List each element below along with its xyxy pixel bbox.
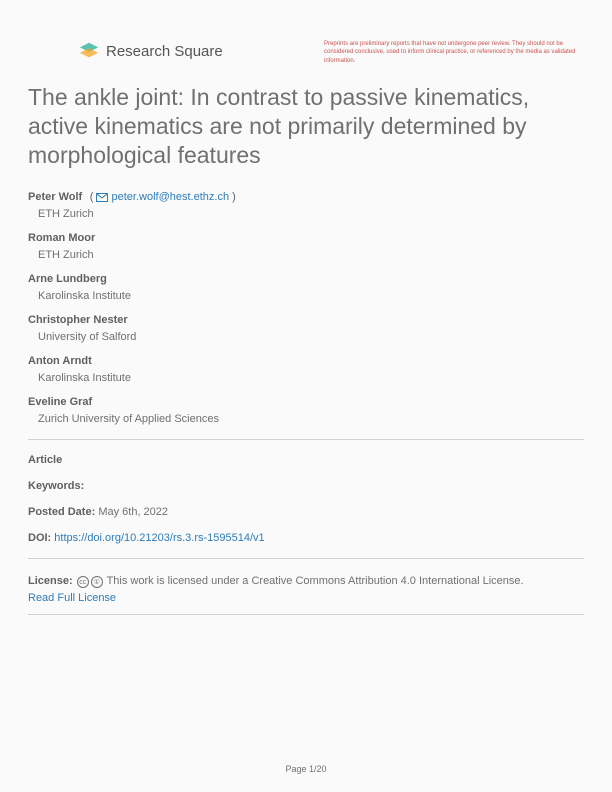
author-block: Eveline Graf Zurich University of Applie… bbox=[28, 392, 584, 425]
email-icon bbox=[96, 193, 108, 202]
research-square-logo-icon bbox=[78, 40, 100, 62]
author-name: Christopher Nester bbox=[28, 314, 128, 326]
author-block: Anton Arndt Karolinska Institute bbox=[28, 351, 584, 384]
cc-icon: cc bbox=[77, 576, 89, 588]
author-affiliation: Karolinska Institute bbox=[38, 290, 584, 302]
author-name: Peter Wolf bbox=[28, 191, 82, 203]
posted-date-value: May 6th, 2022 bbox=[98, 506, 168, 518]
preprint-disclaimer: Preprints are preliminary reports that h… bbox=[324, 40, 584, 65]
page-header: Research Square Preprints are preliminar… bbox=[28, 40, 584, 65]
license-label: License: bbox=[28, 575, 73, 587]
article-type: Article bbox=[28, 454, 584, 466]
author-block: Peter Wolf ( peter.wolf@hest.ethz.ch ) E… bbox=[28, 187, 584, 220]
cc-by-icon: ① bbox=[91, 576, 103, 588]
author-name: Anton Arndt bbox=[28, 355, 92, 367]
author-name: Arne Lundberg bbox=[28, 273, 107, 285]
section-divider bbox=[28, 614, 584, 615]
author-affiliation: Karolinska Institute bbox=[38, 372, 584, 384]
authors-list: Peter Wolf ( peter.wolf@hest.ethz.ch ) E… bbox=[28, 187, 584, 425]
posted-date-row: Posted Date: May 6th, 2022 bbox=[28, 506, 584, 518]
page-number: Page 1/20 bbox=[0, 764, 612, 774]
license-text: This work is licensed under a Creative C… bbox=[107, 575, 524, 587]
license-row: License: cc① This work is licensed under… bbox=[28, 573, 584, 590]
keywords-row: Keywords: bbox=[28, 480, 584, 492]
section-divider bbox=[28, 439, 584, 440]
read-full-license-link[interactable]: Read Full License bbox=[28, 592, 584, 604]
section-divider bbox=[28, 558, 584, 559]
author-name: Roman Moor bbox=[28, 232, 95, 244]
author-affiliation: Zurich University of Applied Sciences bbox=[38, 413, 584, 425]
doi-link[interactable]: https://doi.org/10.21203/rs.3.rs-1595514… bbox=[54, 532, 264, 544]
author-email-wrap: ( peter.wolf@hest.ethz.ch ) bbox=[87, 191, 236, 203]
keywords-label: Keywords: bbox=[28, 480, 84, 492]
author-block: Roman Moor ETH Zurich bbox=[28, 228, 584, 261]
doi-label: DOI: bbox=[28, 532, 51, 544]
author-affiliation: ETH Zurich bbox=[38, 249, 584, 261]
author-affiliation: ETH Zurich bbox=[38, 208, 584, 220]
article-type-label: Article bbox=[28, 454, 62, 466]
author-email-link[interactable]: peter.wolf@hest.ethz.ch bbox=[112, 191, 230, 203]
article-title: The ankle joint: In contrast to passive … bbox=[28, 83, 584, 169]
author-affiliation: University of Salford bbox=[38, 331, 584, 343]
author-block: Arne Lundberg Karolinska Institute bbox=[28, 269, 584, 302]
logo: Research Square bbox=[78, 40, 223, 62]
logo-text: Research Square bbox=[106, 43, 223, 60]
doi-row: DOI: https://doi.org/10.21203/rs.3.rs-15… bbox=[28, 532, 584, 544]
posted-date-label: Posted Date: bbox=[28, 506, 95, 518]
author-block: Christopher Nester University of Salford bbox=[28, 310, 584, 343]
author-name: Eveline Graf bbox=[28, 396, 92, 408]
